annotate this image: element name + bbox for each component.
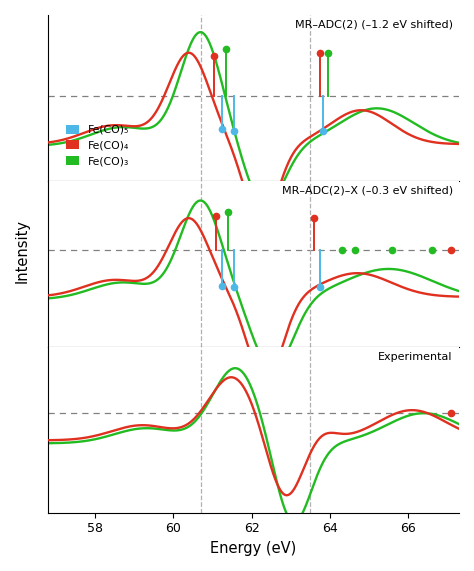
X-axis label: Energy (eV): Energy (eV): [210, 541, 297, 556]
Legend: Fe(CO)₅, Fe(CO)₄, Fe(CO)₃: Fe(CO)₅, Fe(CO)₄, Fe(CO)₃: [62, 120, 134, 171]
Text: Experimental: Experimental: [378, 352, 453, 362]
Text: Intensity: Intensity: [14, 219, 29, 283]
Text: MR–ADC(2)–X (–0.3 eV shifted): MR–ADC(2)–X (–0.3 eV shifted): [282, 186, 453, 196]
Text: MR–ADC(2) (–1.2 eV shifted): MR–ADC(2) (–1.2 eV shifted): [295, 20, 453, 30]
